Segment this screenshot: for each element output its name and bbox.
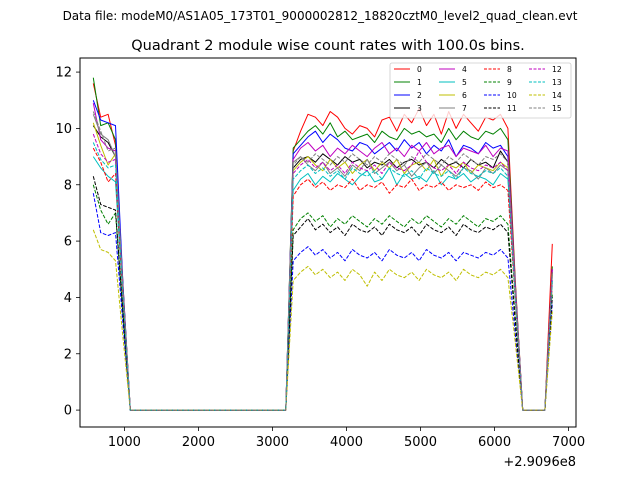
x-tick-label: 2000 — [182, 435, 215, 450]
legend-label-1: 1 — [417, 78, 422, 87]
legend-label-12: 12 — [552, 65, 562, 74]
x-axis-ticks: 1000 2000 3000 4000 5000 6000 7000 — [108, 427, 585, 450]
x-tick-label: 1000 — [108, 435, 141, 450]
legend-label-6: 6 — [462, 91, 467, 100]
legend-label-11: 11 — [507, 104, 517, 113]
y-tick-label: 10 — [55, 122, 72, 137]
y-tick-label: 2 — [64, 347, 72, 362]
legend-frame — [389, 62, 572, 119]
y-tick-label: 12 — [55, 66, 72, 81]
legend-label-13: 13 — [552, 78, 562, 87]
figure-suptitle: Data file: modeM0/AS1A05_173T01_90000028… — [63, 9, 578, 23]
x-tick-label: 4000 — [330, 435, 363, 450]
y-tick-label: 6 — [64, 235, 72, 250]
legend-label-3: 3 — [417, 104, 422, 113]
legend-label-14: 14 — [552, 91, 562, 100]
series-line-15 — [92, 111, 553, 411]
series-line-11 — [92, 176, 553, 411]
legend-label-8: 8 — [507, 65, 512, 74]
chart-title: Quadrant 2 module wise count rates with … — [131, 38, 525, 54]
axes-frame — [79, 57, 577, 428]
y-tick-label: 8 — [64, 178, 72, 193]
series-line-13 — [92, 142, 553, 411]
x-offset-label: +2.9096e8 — [503, 455, 576, 470]
y-tick-label: 4 — [64, 291, 72, 306]
x-tick-label: 5000 — [404, 435, 437, 450]
x-tick-label: 3000 — [256, 435, 289, 450]
legend-label-2: 2 — [417, 91, 422, 100]
legend-label-10: 10 — [507, 91, 517, 100]
legend-label-0: 0 — [417, 65, 422, 74]
legend-label-15: 15 — [552, 104, 562, 113]
legend-label-7: 7 — [462, 104, 467, 113]
legend-label-4: 4 — [462, 65, 467, 74]
legend-label-5: 5 — [462, 78, 467, 87]
x-tick-label: 7000 — [552, 435, 585, 450]
plot-lines — [92, 77, 553, 411]
x-tick-label: 6000 — [478, 435, 511, 450]
legend-label-9: 9 — [507, 78, 512, 87]
y-tick-label: 0 — [64, 404, 72, 419]
y-axis-ticks: 0 2 4 6 8 10 12 — [55, 66, 80, 419]
